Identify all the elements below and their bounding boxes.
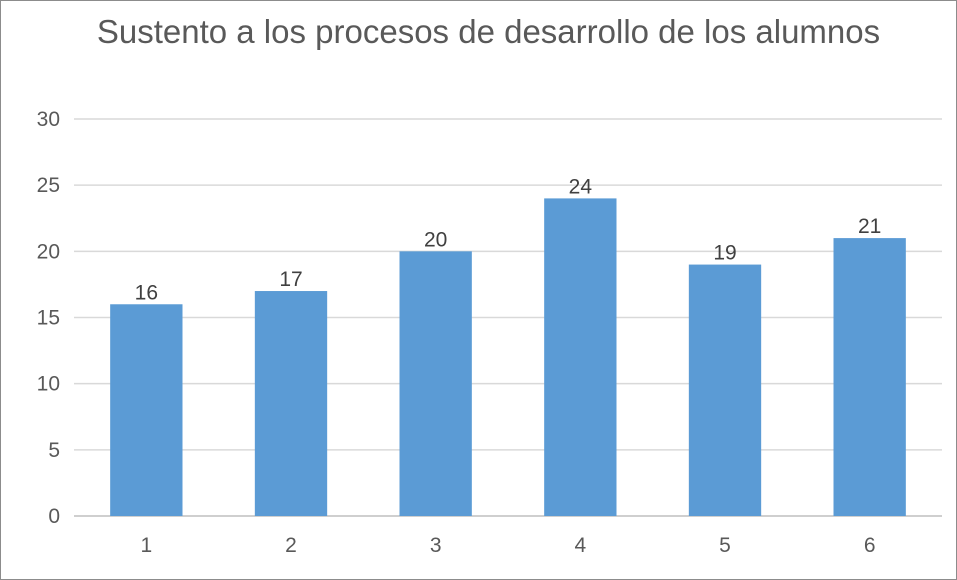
x-tick-label: 4	[574, 534, 586, 557]
x-axis: 1 2 3 4 5 6	[140, 534, 875, 557]
bar	[688, 264, 762, 516]
data-labels: 16 17 20 24 19 21	[135, 175, 882, 304]
y-axis: 0 5 10 15 20 25 30	[37, 108, 60, 528]
bar	[833, 238, 906, 516]
x-tick-label: 2	[285, 534, 297, 557]
x-tick-label: 1	[140, 534, 152, 557]
x-tick-label: 5	[719, 534, 731, 557]
y-tick-label: 20	[37, 240, 60, 263]
data-label: 17	[279, 268, 302, 291]
data-label: 16	[135, 281, 158, 304]
data-label: 20	[424, 228, 447, 251]
y-tick-label: 15	[37, 307, 60, 330]
data-label: 19	[713, 242, 736, 265]
y-tick-label: 0	[48, 505, 60, 528]
data-label: 21	[858, 215, 881, 238]
gridlines	[74, 118, 942, 517]
bar	[110, 304, 183, 516]
bar	[399, 251, 472, 517]
bar	[544, 198, 617, 516]
data-label: 24	[569, 175, 593, 198]
y-tick-label: 25	[37, 174, 60, 197]
y-tick-label: 10	[37, 373, 60, 396]
y-tick-label: 5	[48, 439, 60, 462]
bar	[254, 291, 328, 516]
x-tick-label: 3	[430, 534, 442, 557]
x-tick-label: 6	[864, 534, 876, 557]
bars	[110, 198, 906, 517]
chart-title: Sustento a los procesos de desarrollo de…	[96, 13, 881, 50]
y-tick-label: 30	[37, 108, 60, 131]
